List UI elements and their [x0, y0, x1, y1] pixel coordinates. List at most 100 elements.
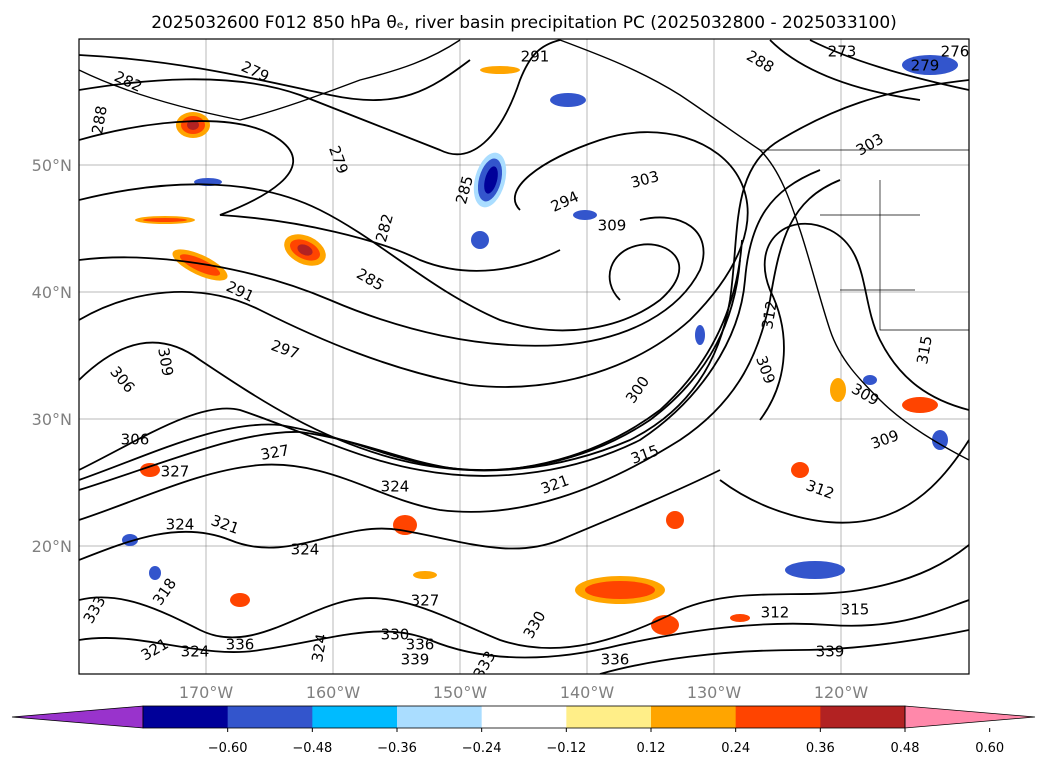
- contour-line: [79, 179, 841, 521]
- colorbar-segment: [735, 706, 821, 728]
- border-line: [879, 180, 969, 331]
- precip-patch: [140, 463, 160, 477]
- lon-labels: 170°W 160°W 150°W 140°W 130°W 120°W: [179, 683, 869, 702]
- colorbar-segment: [651, 706, 737, 728]
- contour-label: 330: [381, 626, 410, 644]
- map-frame: [78, 38, 970, 675]
- precip-patch: [297, 244, 313, 256]
- precip-patch: [730, 614, 750, 622]
- colorbar-tick-labels: −0.60 −0.48 −0.36 −0.24 −0.12 0.12 0.24 0.36 0.4…: [208, 728, 1004, 756]
- contour-label: 306: [121, 431, 150, 449]
- contour-line: [79, 544, 969, 649]
- contour-line: [79, 599, 969, 659]
- contour-line: [79, 469, 721, 561]
- lat-labels: 50°N 40°N 30°N 20°N: [32, 156, 72, 556]
- lon-label: 150°W: [433, 683, 488, 702]
- precip-patch: [573, 210, 597, 220]
- precip-patch: [785, 561, 845, 579]
- contour-label: 327: [259, 441, 290, 464]
- contour-label: 336: [406, 636, 435, 654]
- contour-line: [79, 169, 821, 477]
- contour-label: 273: [828, 43, 857, 61]
- contour-line: [79, 259, 741, 481]
- contour-label: 336: [226, 636, 255, 654]
- contour-line: [79, 131, 749, 388]
- lat-label: 40°N: [32, 283, 72, 302]
- precip-patch: [230, 593, 250, 607]
- contour-line: [79, 39, 561, 156]
- colorbar-tick-label: 0.60: [975, 741, 1004, 756]
- precip-patch: [902, 55, 958, 75]
- precip-patch: [695, 325, 705, 345]
- contour-label: 291: [521, 48, 550, 66]
- colorbar-tick-label: −0.12: [546, 741, 586, 756]
- precip-patch: [932, 430, 948, 450]
- colorbar-segment: [481, 706, 567, 728]
- contour-line: [719, 439, 969, 524]
- contour-label: 312: [758, 299, 781, 330]
- colorbar: [11, 705, 1036, 729]
- precip-patch: [830, 378, 846, 402]
- colorbar-tick-label: −0.60: [208, 741, 248, 756]
- precip-patch: [550, 93, 586, 107]
- lat-label: 50°N: [32, 156, 72, 175]
- contour-label: 324: [166, 516, 195, 534]
- map-background: [79, 39, 969, 674]
- colorbar-segment: [227, 706, 313, 728]
- contour-label: 324: [308, 632, 331, 663]
- colorbar-extend-high: [904, 705, 1036, 729]
- colorbar-extend-low: [11, 705, 144, 729]
- colorbar-tick-label: −0.48: [292, 741, 332, 756]
- precip-patch: [484, 166, 498, 194]
- precip-patch: [666, 511, 684, 529]
- lon-label: 140°W: [560, 683, 615, 702]
- precip-patch: [791, 462, 809, 478]
- precip-patch: [471, 231, 489, 249]
- figure-title: 2025032600 F012 850 hPa θₑ, river basin …: [151, 13, 897, 33]
- contour-label: 336: [601, 651, 630, 669]
- contour-label: 312: [761, 604, 790, 622]
- na-west-coastline: [559, 39, 969, 461]
- colorbar-segment: [143, 706, 229, 728]
- lon-label: 160°W: [306, 683, 361, 702]
- contour-label: 324: [181, 643, 210, 661]
- contour-label: 309: [598, 217, 627, 235]
- colorbar-tick-label: 0.36: [806, 741, 835, 756]
- contour-line: [79, 120, 561, 272]
- contour-label: 288: [88, 104, 111, 135]
- precip-patch: [863, 375, 877, 385]
- contour-line: [759, 222, 969, 421]
- contour-label: 324: [381, 478, 410, 496]
- precip-patch: [179, 254, 221, 276]
- theta-e-contours: [79, 39, 969, 674]
- contour-line: [79, 79, 969, 472]
- colorbar-tick-label: 0.24: [721, 741, 750, 756]
- contour-label: 315: [913, 334, 936, 365]
- contour-line: [769, 39, 921, 101]
- precip-patch: [902, 397, 938, 413]
- precip-patch: [143, 218, 187, 222]
- contour-line: [79, 216, 705, 347]
- precip-patch: [413, 571, 437, 579]
- contour-line: [809, 39, 969, 91]
- precip-patch: [187, 120, 199, 130]
- colorbar-tick-label: −0.24: [462, 741, 502, 756]
- contour-label: 339: [816, 643, 845, 661]
- precip-patch: [149, 566, 161, 580]
- coastlines: [79, 39, 969, 461]
- contour-label: 327: [411, 592, 440, 610]
- lat-label: 20°N: [32, 537, 72, 556]
- contour-line: [79, 239, 743, 491]
- colorbar-segment: [312, 706, 398, 728]
- colorbar-segment: [397, 706, 483, 728]
- colorbar-segment: [820, 706, 906, 728]
- precip-patch: [585, 581, 655, 599]
- precip-patch: [480, 66, 520, 74]
- colorbar-segment: [566, 706, 652, 728]
- colorbar-tick-label: 0.48: [891, 741, 920, 756]
- colorbar-tick-label: −0.36: [377, 741, 417, 756]
- contour-label: 324: [291, 541, 320, 559]
- colorbar-frame: [142, 705, 906, 729]
- contour-label: 309: [154, 346, 177, 377]
